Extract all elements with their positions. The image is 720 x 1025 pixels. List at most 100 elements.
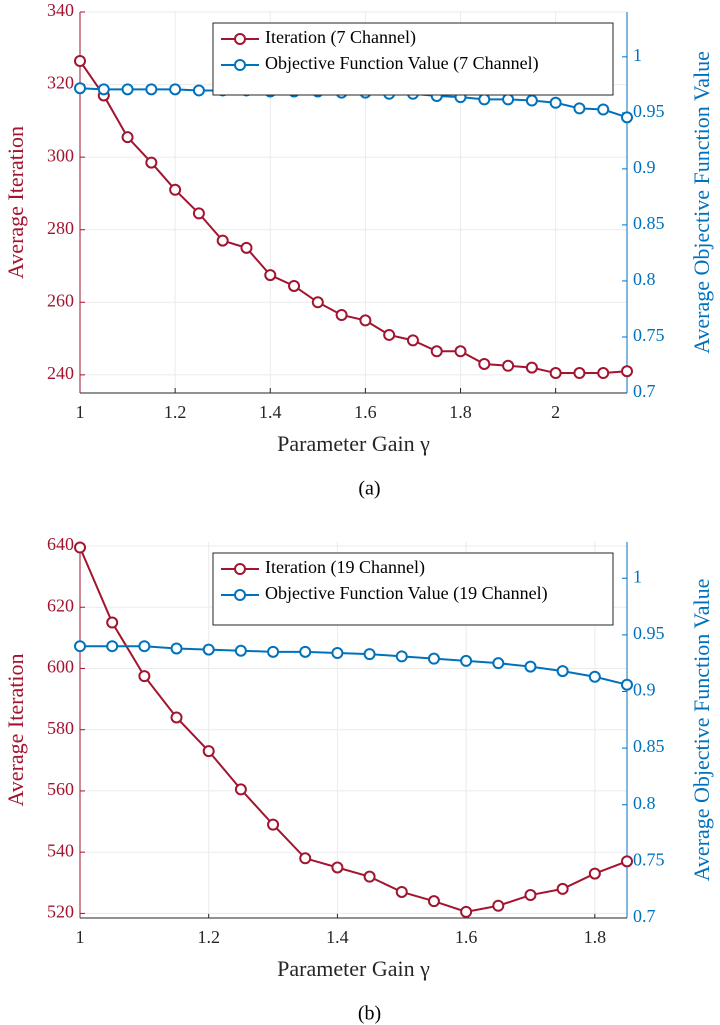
y-tick-label: 540 <box>47 840 74 860</box>
data-point <box>138 640 151 653</box>
data-point <box>525 361 538 374</box>
data-point <box>363 648 376 661</box>
x-tick-label: 1.2 <box>164 402 187 422</box>
data-point <box>478 93 491 106</box>
y-axis-label: Average Iteration <box>3 126 28 279</box>
legend-marker <box>234 59 246 71</box>
data-point <box>525 94 538 107</box>
data-point <box>145 156 158 169</box>
data-point <box>169 183 182 196</box>
data-point <box>202 643 215 656</box>
data-point <box>588 670 601 683</box>
data-point <box>524 660 537 673</box>
y-axis-label: Average Iteration <box>3 654 28 807</box>
y2-tick-label: 0.95 <box>633 623 665 643</box>
data-point <box>74 54 86 67</box>
data-point <box>170 642 183 655</box>
y2-tick-label: 0.8 <box>633 269 656 289</box>
data-point <box>621 855 633 868</box>
data-point <box>169 83 182 96</box>
x-tick-label: 1.6 <box>455 927 478 947</box>
legend-box <box>212 22 614 96</box>
y-tick-label: 560 <box>47 779 74 799</box>
y-tick-label: 580 <box>47 718 74 738</box>
y2-tick-label: 0.9 <box>633 680 656 700</box>
data-point <box>597 367 610 380</box>
data-point <box>121 83 134 96</box>
data-point <box>335 308 348 321</box>
data-point <box>97 83 110 96</box>
x-tick-label: 1.8 <box>449 402 472 422</box>
data-point <box>621 111 633 124</box>
data-point <box>288 279 301 292</box>
x-axis-label: Parameter Gain γ <box>277 956 430 981</box>
caption: (b) <box>358 1003 381 1025</box>
legend-marker <box>234 589 246 601</box>
data-point <box>406 334 419 347</box>
data-point <box>121 131 134 144</box>
y2-tick-label: 0.75 <box>633 325 665 345</box>
data-point <box>192 207 205 220</box>
data-point <box>395 650 408 663</box>
series-line <box>80 645 628 686</box>
data-point <box>106 616 119 629</box>
data-point <box>299 852 312 865</box>
data-point <box>588 867 601 880</box>
x-tick-label: 1 <box>76 927 85 947</box>
data-point <box>299 645 312 658</box>
data-point <box>556 665 569 678</box>
legend-label: Objective Function Value (7 Channel) <box>265 53 539 74</box>
x-tick-label: 1 <box>76 402 85 422</box>
x-tick-label: 1.2 <box>197 927 220 947</box>
data-point <box>192 84 205 97</box>
legend-marker <box>234 563 246 575</box>
data-point <box>549 96 562 109</box>
x-tick-label: 1.6 <box>354 402 377 422</box>
y2-axis-label: Average Objective Function Value <box>689 51 714 354</box>
data-point <box>502 359 515 372</box>
y2-tick-label: 0.7 <box>633 381 656 401</box>
y2-axis-label: Average Objective Function Value <box>689 579 714 882</box>
data-point <box>430 345 443 358</box>
legend-label: Objective Function Value (19 Channel) <box>265 583 548 604</box>
data-point <box>234 644 247 657</box>
data-point <box>621 365 633 378</box>
data-point <box>331 861 344 874</box>
y2-tick-label: 0.85 <box>633 213 665 233</box>
data-point <box>492 657 505 670</box>
data-point <box>549 367 562 380</box>
y-tick-label: 280 <box>47 218 74 238</box>
data-point <box>138 670 151 683</box>
data-point <box>359 314 372 327</box>
y-tick-label: 300 <box>47 145 74 165</box>
caption: (a) <box>358 478 380 500</box>
series-line <box>79 60 628 375</box>
data-point <box>267 818 280 831</box>
data-point <box>395 885 408 898</box>
data-point <box>202 745 215 758</box>
y-tick-label: 320 <box>47 73 74 93</box>
data-point <box>502 93 515 106</box>
data-point <box>363 870 376 883</box>
data-point <box>383 328 396 341</box>
data-point <box>478 357 491 370</box>
data-point <box>597 103 610 116</box>
x-tick-label: 2 <box>551 402 560 422</box>
data-point <box>524 889 537 902</box>
data-point <box>454 345 467 358</box>
y2-tick-label: 1 <box>633 45 642 65</box>
y2-tick-label: 1 <box>633 566 642 586</box>
x-tick-label: 1.8 <box>584 927 607 947</box>
y-tick-label: 260 <box>47 290 74 310</box>
data-point <box>145 83 158 96</box>
data-point <box>267 645 280 658</box>
data-point <box>234 783 247 796</box>
data-point <box>74 82 86 95</box>
y-tick-label: 520 <box>47 902 74 922</box>
data-point <box>427 895 440 908</box>
data-point <box>573 102 586 115</box>
legend-label: Iteration (19 Channel) <box>265 557 425 578</box>
y-tick-label: 640 <box>47 534 74 554</box>
x-tick-label: 1.4 <box>326 927 349 947</box>
data-point <box>170 711 183 724</box>
